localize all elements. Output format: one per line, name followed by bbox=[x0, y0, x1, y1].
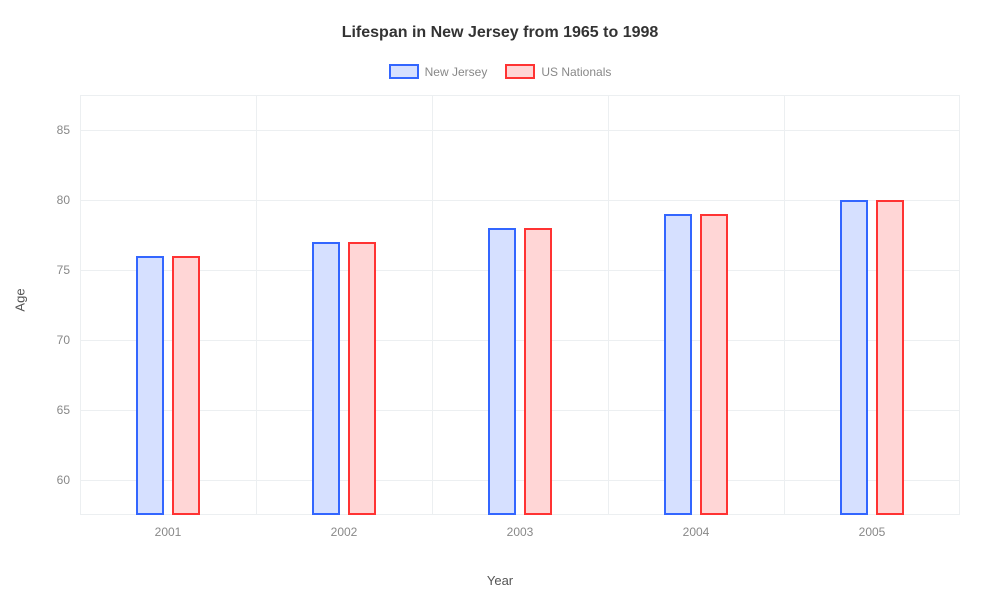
gridline-vertical bbox=[80, 95, 81, 515]
x-axis-label: Year bbox=[487, 573, 513, 588]
legend-item-us: US Nationals bbox=[505, 64, 611, 79]
bar bbox=[172, 256, 200, 515]
legend-item-nj: New Jersey bbox=[389, 64, 488, 79]
x-tick-label: 2004 bbox=[683, 525, 710, 539]
gridline-vertical bbox=[256, 95, 257, 515]
y-tick-label: 80 bbox=[40, 193, 70, 207]
legend-label-us: US Nationals bbox=[541, 65, 611, 79]
gridline-horizontal bbox=[80, 130, 960, 131]
bar bbox=[488, 228, 516, 515]
x-tick-label: 2001 bbox=[155, 525, 182, 539]
gridline-horizontal bbox=[80, 480, 960, 481]
bar bbox=[524, 228, 552, 515]
gridline-horizontal bbox=[80, 340, 960, 341]
bar bbox=[312, 242, 340, 515]
y-tick-label: 75 bbox=[40, 263, 70, 277]
bar bbox=[876, 200, 904, 515]
chart-container: Lifespan in New Jersey from 1965 to 1998… bbox=[0, 0, 1000, 600]
legend-label-nj: New Jersey bbox=[425, 65, 488, 79]
bar bbox=[136, 256, 164, 515]
gridline-horizontal bbox=[80, 514, 960, 515]
x-tick-label: 2005 bbox=[859, 525, 886, 539]
bar bbox=[700, 214, 728, 515]
gridline-horizontal bbox=[80, 95, 960, 96]
y-tick-label: 65 bbox=[40, 403, 70, 417]
legend-swatch-nj bbox=[389, 64, 419, 79]
chart-title: Lifespan in New Jersey from 1965 to 1998 bbox=[0, 24, 1000, 42]
legend: New Jersey US Nationals bbox=[0, 64, 1000, 79]
gridline-horizontal bbox=[80, 270, 960, 271]
x-tick-label: 2003 bbox=[507, 525, 534, 539]
legend-swatch-us bbox=[505, 64, 535, 79]
gridline-vertical bbox=[959, 95, 960, 515]
bar bbox=[840, 200, 868, 515]
gridline-vertical bbox=[432, 95, 433, 515]
gridline-horizontal bbox=[80, 200, 960, 201]
y-axis-label: Age bbox=[13, 288, 28, 311]
x-tick-label: 2002 bbox=[331, 525, 358, 539]
bar bbox=[348, 242, 376, 515]
gridline-vertical bbox=[608, 95, 609, 515]
bar bbox=[664, 214, 692, 515]
y-tick-label: 70 bbox=[40, 333, 70, 347]
gridline-horizontal bbox=[80, 410, 960, 411]
gridline-vertical bbox=[784, 95, 785, 515]
plot-area: 60657075808520012002200320042005 bbox=[80, 95, 960, 515]
y-tick-label: 60 bbox=[40, 473, 70, 487]
y-tick-label: 85 bbox=[40, 123, 70, 137]
